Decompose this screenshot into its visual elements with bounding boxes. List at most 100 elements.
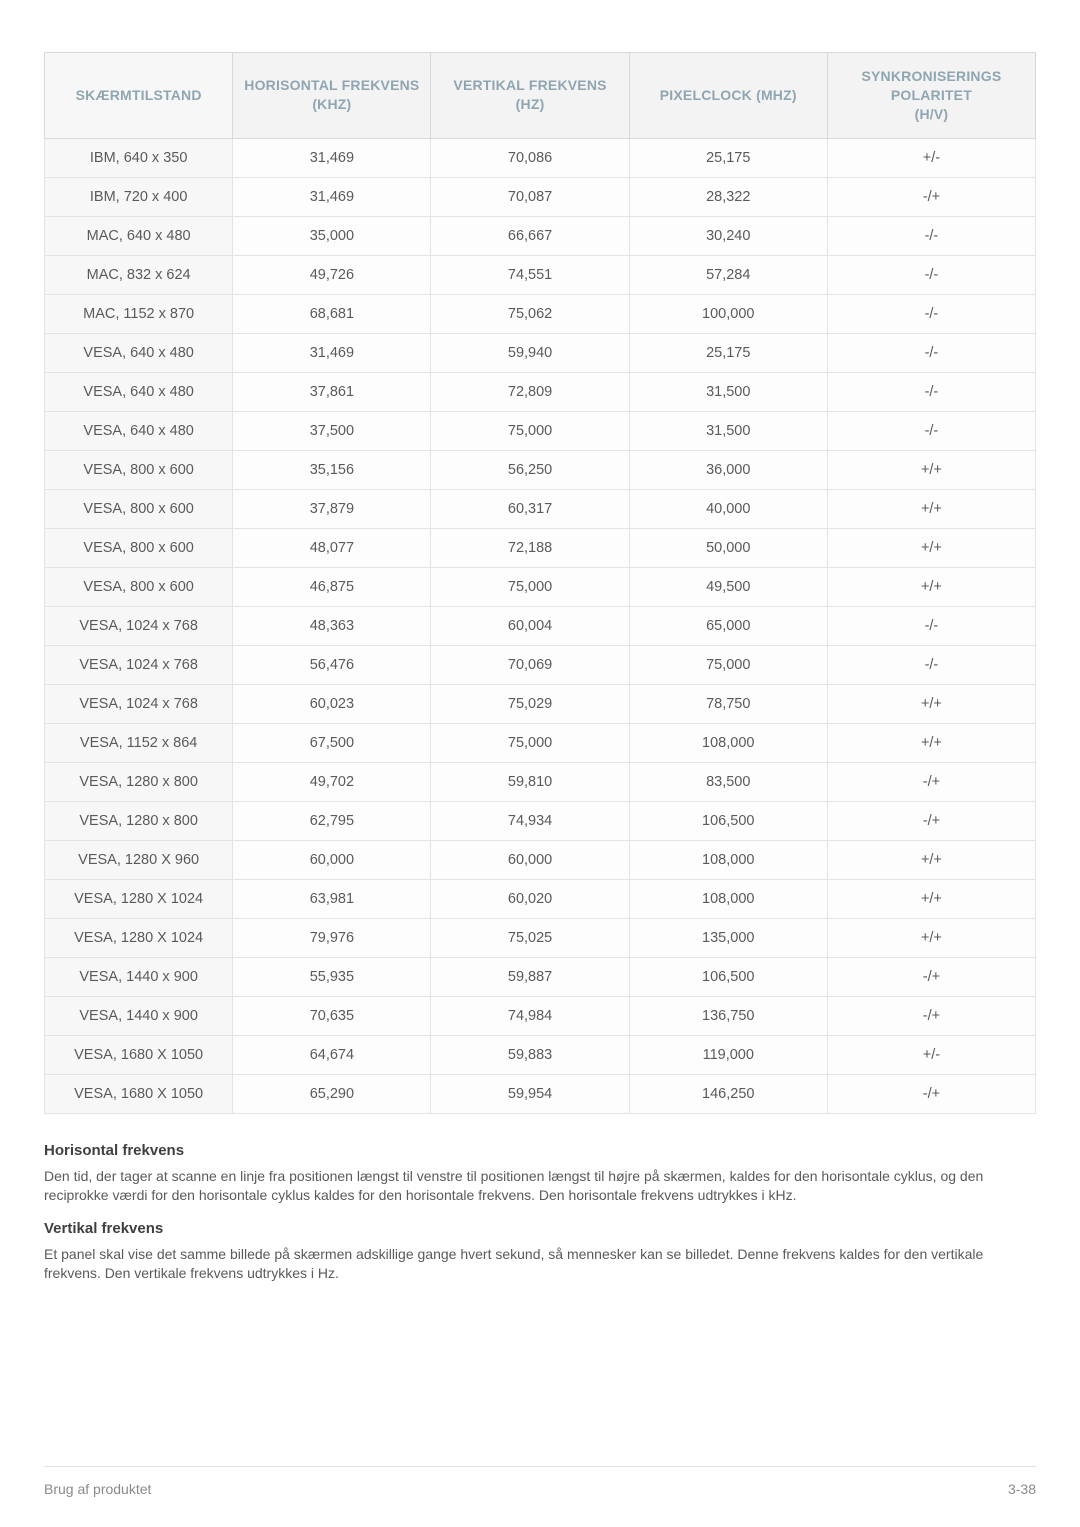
cell-value: 79,976 [233,918,431,957]
cell-value: 31,469 [233,138,431,177]
table-row: MAC, 832 x 62449,72674,55157,284-/- [45,255,1036,294]
cell-value: 40,000 [629,489,827,528]
cell-value: 25,175 [629,333,827,372]
cell-mode: VESA, 1024 x 768 [45,645,233,684]
cell-mode: VESA, 800 x 600 [45,567,233,606]
cell-value: 59,883 [431,1035,629,1074]
cell-value: 28,322 [629,177,827,216]
table-row: IBM, 720 x 40031,46970,08728,322-/+ [45,177,1036,216]
cell-value: 74,934 [431,801,629,840]
cell-value: +/+ [827,684,1035,723]
cell-value: 63,981 [233,879,431,918]
cell-value: 70,635 [233,996,431,1035]
cell-mode: VESA, 800 x 600 [45,489,233,528]
cell-value: -/- [827,333,1035,372]
table-row: VESA, 640 x 48031,46959,94025,175-/- [45,333,1036,372]
cell-value: 37,500 [233,411,431,450]
cell-value: 56,250 [431,450,629,489]
cell-value: 70,086 [431,138,629,177]
table-row: VESA, 640 x 48037,86172,80931,500-/- [45,372,1036,411]
cell-value: 60,020 [431,879,629,918]
col-header-vfreq: VERTIKAL FREKVENS (HZ) [431,53,629,139]
page-footer: Brug af produktet 3-38 [44,1466,1036,1497]
cell-value: 25,175 [629,138,827,177]
table-row: VESA, 1440 x 90055,93559,887106,500-/+ [45,957,1036,996]
cell-mode: VESA, 1680 X 1050 [45,1035,233,1074]
cell-mode: VESA, 640 x 480 [45,333,233,372]
cell-value: -/+ [827,957,1035,996]
table-row: VESA, 1280 x 80062,79574,934106,500-/+ [45,801,1036,840]
cell-value: -/+ [827,996,1035,1035]
table-row: VESA, 1280 x 80049,70259,81083,500-/+ [45,762,1036,801]
cell-value: 64,674 [233,1035,431,1074]
cell-mode: VESA, 1024 x 768 [45,606,233,645]
cell-value: 65,000 [629,606,827,645]
cell-value: 108,000 [629,840,827,879]
cell-mode: MAC, 640 x 480 [45,216,233,255]
cell-value: 60,317 [431,489,629,528]
col-header-hfreq-l2: (KHZ) [312,96,351,112]
cell-value: 49,500 [629,567,827,606]
cell-value: 119,000 [629,1035,827,1074]
col-header-mode: SKÆRMTILSTAND [45,53,233,139]
paragraph-horisontal-frekvens: Den tid, der tager at scanne en linje fr… [44,1167,1036,1206]
table-row: VESA, 1680 X 105065,29059,954146,250-/+ [45,1074,1036,1113]
col-header-vfreq-l1: VERTIKAL FREKVENS [453,77,606,93]
cell-value: +/+ [827,918,1035,957]
cell-value: 70,069 [431,645,629,684]
cell-value: 136,750 [629,996,827,1035]
cell-value: 31,500 [629,411,827,450]
cell-value: -/+ [827,762,1035,801]
cell-value: 36,000 [629,450,827,489]
heading-horisontal-frekvens: Horisontal frekvens [44,1142,1036,1159]
cell-value: 49,726 [233,255,431,294]
table-row: VESA, 800 x 60048,07772,18850,000+/+ [45,528,1036,567]
table-row: VESA, 1280 X 102479,97675,025135,000+/+ [45,918,1036,957]
cell-value: 83,500 [629,762,827,801]
table-row: VESA, 640 x 48037,50075,00031,500-/- [45,411,1036,450]
cell-mode: IBM, 720 x 400 [45,177,233,216]
cell-mode: MAC, 1152 x 870 [45,294,233,333]
table-row: VESA, 1152 x 86467,50075,000108,000+/+ [45,723,1036,762]
cell-value: +/+ [827,879,1035,918]
timing-table: SKÆRMTILSTAND HORISONTAL FREKVENS (KHZ) … [44,52,1036,1114]
cell-value: +/- [827,1035,1035,1074]
cell-value: +/+ [827,567,1035,606]
cell-value: +/+ [827,450,1035,489]
cell-value: 59,940 [431,333,629,372]
table-row: IBM, 640 x 35031,46970,08625,175+/- [45,138,1036,177]
cell-value: 75,029 [431,684,629,723]
cell-mode: VESA, 640 x 480 [45,411,233,450]
cell-value: -/- [827,645,1035,684]
table-row: VESA, 1280 X 102463,98160,020108,000+/+ [45,879,1036,918]
cell-value: 75,000 [431,411,629,450]
cell-value: 31,469 [233,333,431,372]
cell-value: -/- [827,216,1035,255]
cell-value: +/+ [827,528,1035,567]
cell-value: 49,702 [233,762,431,801]
cell-value: 60,023 [233,684,431,723]
col-header-hfreq-l1: HORISONTAL FREKVENS [244,77,419,93]
cell-value: 67,500 [233,723,431,762]
cell-mode: VESA, 1280 x 800 [45,762,233,801]
cell-value: -/- [827,606,1035,645]
cell-value: 46,875 [233,567,431,606]
cell-value: 65,290 [233,1074,431,1113]
cell-mode: IBM, 640 x 350 [45,138,233,177]
cell-value: 135,000 [629,918,827,957]
cell-value: 106,500 [629,957,827,996]
cell-value: -/- [827,294,1035,333]
cell-mode: VESA, 1280 X 1024 [45,918,233,957]
timing-table-body: IBM, 640 x 35031,46970,08625,175+/-IBM, … [45,138,1036,1113]
cell-value: 31,469 [233,177,431,216]
cell-value: 56,476 [233,645,431,684]
cell-value: 60,004 [431,606,629,645]
cell-value: 48,363 [233,606,431,645]
cell-value: 62,795 [233,801,431,840]
cell-value: 60,000 [233,840,431,879]
cell-mode: VESA, 1280 X 960 [45,840,233,879]
cell-value: 59,887 [431,957,629,996]
cell-value: 37,879 [233,489,431,528]
cell-mode: VESA, 800 x 600 [45,450,233,489]
cell-value: 72,809 [431,372,629,411]
